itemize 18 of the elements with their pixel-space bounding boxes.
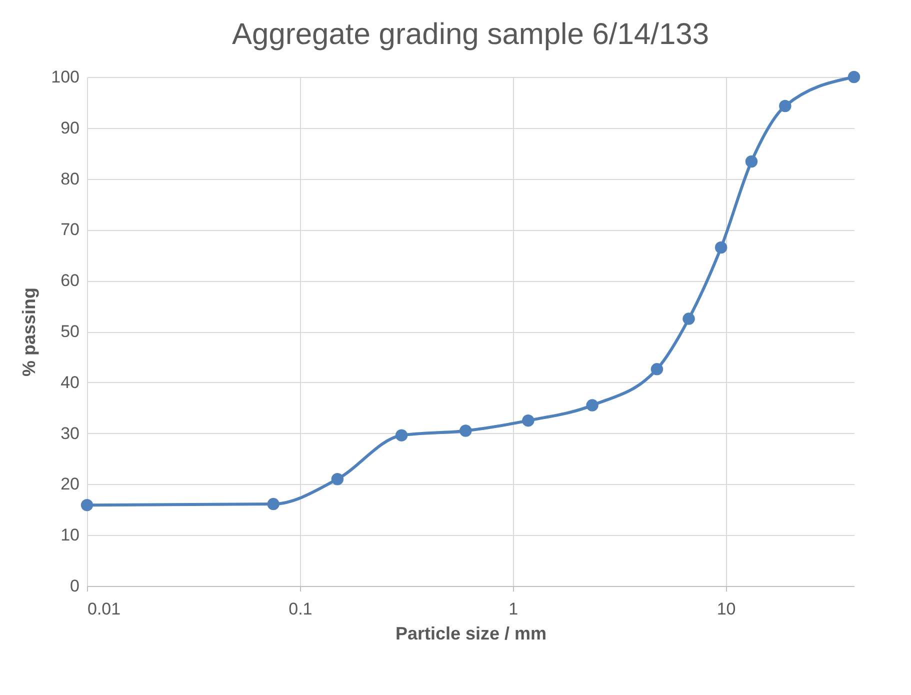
x-tick-label: 10: [716, 600, 736, 618]
chart-title: Aggregate grading sample 6/14/133: [232, 18, 710, 51]
y-tick-label: 80: [60, 169, 80, 188]
y-tick-label: 70: [60, 220, 80, 240]
y-tick-label: 60: [60, 271, 80, 290]
y-tick-label: 100: [51, 68, 80, 86]
y-tick-label: 30: [60, 424, 80, 443]
y-tick-label: 40: [60, 372, 80, 392]
y-axis-title: % passing: [19, 287, 40, 377]
x-tick-label: 1: [508, 600, 518, 618]
x-axis-title: Particle size / mm: [395, 624, 547, 644]
y-tick-label: 0: [70, 576, 80, 596]
y-tick-label: 90: [60, 118, 80, 138]
y-tick-label: 50: [60, 322, 80, 341]
y-tick-label: 10: [60, 526, 80, 545]
x-tick-label: 0.1: [288, 600, 312, 618]
x-tick-label: 0.01: [88, 600, 121, 618]
y-tick-label: 20: [60, 474, 80, 494]
